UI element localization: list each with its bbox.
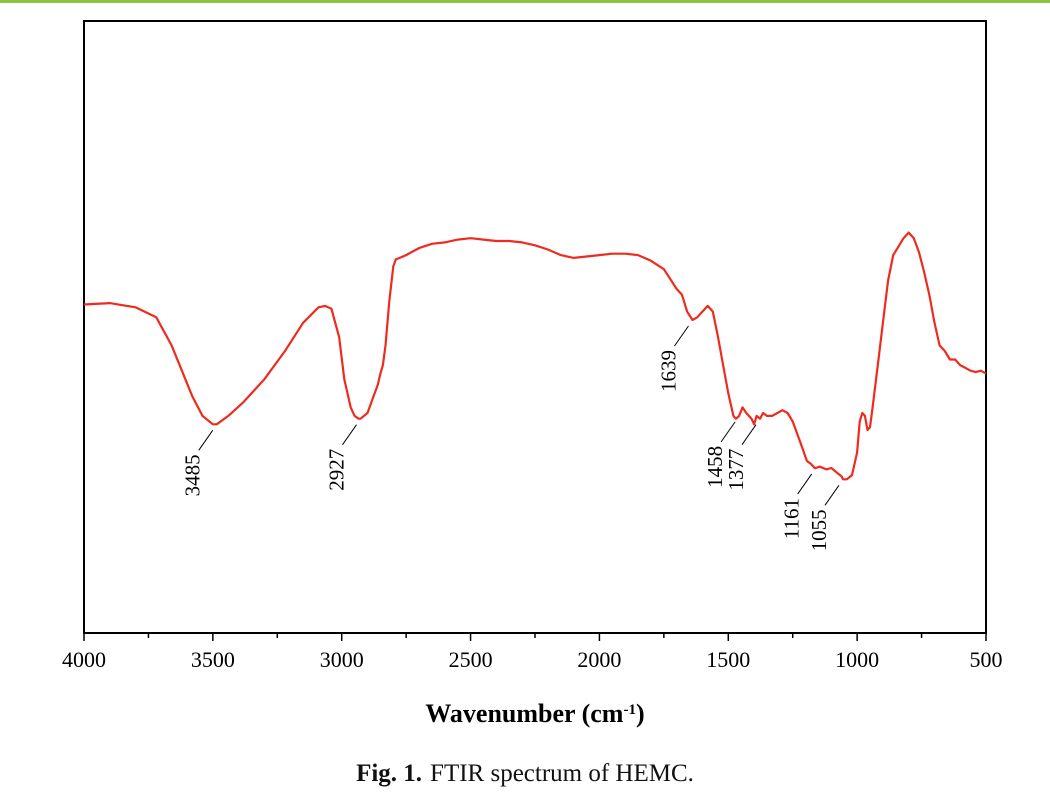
peak-leader-line bbox=[741, 424, 757, 445]
peak-label: 3485 bbox=[181, 454, 205, 496]
ftir-chart: 4000 3500 3000 2500 2000 1500 1000 500 3485 2927… bbox=[62, 20, 1003, 728]
x-tick-label: 1500 bbox=[706, 647, 750, 672]
top-rule bbox=[0, 0, 1050, 3]
x-tick-label: 2500 bbox=[449, 647, 493, 672]
plot-frame bbox=[83, 20, 987, 634]
x-tick-label: 3000 bbox=[320, 647, 364, 672]
x-tick-label: 500 bbox=[970, 647, 1003, 672]
spectrum-line bbox=[83, 231, 987, 481]
plot-area bbox=[83, 20, 987, 634]
x-axis-label: Wavenumber (cm-1) bbox=[425, 699, 644, 728]
peak-label: 2927 bbox=[324, 449, 348, 491]
peak-leader-line bbox=[674, 325, 689, 347]
peak-leader-line bbox=[797, 473, 813, 495]
peak-label: 1055 bbox=[807, 509, 831, 551]
peak-annotation: 1639 bbox=[656, 325, 689, 392]
peak-annotation: 3485 bbox=[181, 430, 214, 496]
peak-annotation: 1458 bbox=[703, 421, 736, 488]
peak-label: 1458 bbox=[703, 446, 727, 488]
peak-annotation: 1161 bbox=[779, 473, 813, 539]
x-tick-label: 2000 bbox=[577, 647, 621, 672]
peak-annotation: 2927 bbox=[324, 424, 357, 491]
peak-label: 1377 bbox=[724, 449, 748, 491]
peak-leader-line bbox=[824, 485, 840, 506]
figure-caption-text: FTIR spectrum of HEMC. bbox=[430, 760, 694, 787]
peak-leader-line bbox=[198, 430, 214, 451]
x-tick-label: 1000 bbox=[835, 647, 879, 672]
figure-label: Fig. 1. bbox=[356, 760, 423, 787]
peak-label: 1161 bbox=[779, 498, 803, 539]
spectrum-line-group bbox=[83, 231, 987, 481]
peak-annotation: 1055 bbox=[807, 485, 840, 551]
x-tick-label: 3500 bbox=[191, 647, 235, 672]
peak-leader-line bbox=[342, 424, 357, 445]
peak-annotation: 1377 bbox=[724, 424, 757, 491]
x-axis: 4000 3500 3000 2500 2000 1500 1000 500 bbox=[62, 633, 1003, 672]
peak-leader-line bbox=[720, 421, 736, 443]
peak-label: 1639 bbox=[656, 350, 680, 392]
figure-caption: Fig. 1. FTIR spectrum of HEMC. bbox=[0, 760, 1050, 788]
x-tick-label: 4000 bbox=[62, 647, 106, 672]
